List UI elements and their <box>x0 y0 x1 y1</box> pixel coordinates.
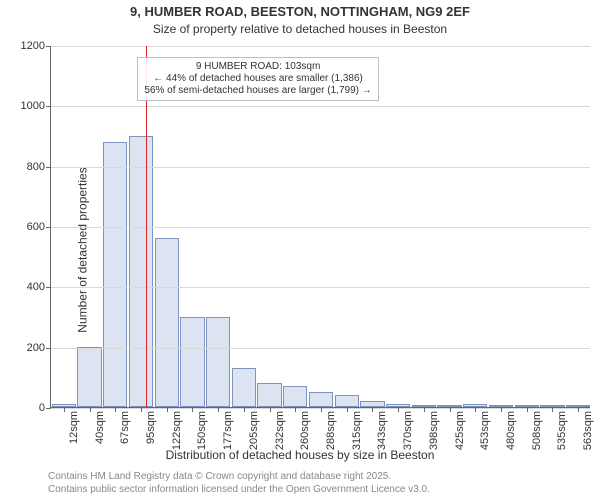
x-axis-label: Distribution of detached houses by size … <box>0 448 600 462</box>
histogram-bar <box>77 347 101 407</box>
footnote-line-1: Contains HM Land Registry data © Crown c… <box>48 471 430 484</box>
y-tick-mark <box>46 106 51 107</box>
x-tick-label: 232sqm <box>274 411 286 450</box>
x-tick-label: 370sqm <box>402 411 414 450</box>
x-tick-mark <box>372 407 373 412</box>
histogram-bar <box>155 238 179 407</box>
x-tick-mark <box>321 407 322 412</box>
x-tick-label: 67sqm <box>119 411 131 444</box>
y-tick-mark <box>46 408 51 409</box>
x-tick-mark <box>424 407 425 412</box>
plot-area: 9 HUMBER ROAD: 103sqm ← 44% of detached … <box>50 46 590 408</box>
x-tick-label: 398sqm <box>428 411 440 450</box>
grid-line <box>51 106 590 107</box>
annotation-title: 9 HUMBER ROAD: 103sqm <box>144 61 371 73</box>
y-tick-mark <box>46 227 51 228</box>
x-tick-mark <box>167 407 168 412</box>
histogram-bar <box>335 395 359 407</box>
x-tick-mark <box>475 407 476 412</box>
x-tick-label: 315sqm <box>351 411 363 450</box>
x-tick-mark <box>552 407 553 412</box>
grid-line <box>51 287 590 288</box>
x-tick-label: 453sqm <box>479 411 491 450</box>
chart-title: 9, HUMBER ROAD, BEESTON, NOTTINGHAM, NG9… <box>0 4 600 19</box>
x-tick-label: 288sqm <box>325 411 337 450</box>
annotation-smaller: ← 44% of detached houses are smaller (1,… <box>144 73 371 85</box>
histogram-bar <box>206 317 230 408</box>
y-tick-label: 0 <box>39 402 45 414</box>
y-tick-mark <box>46 167 51 168</box>
x-tick-mark <box>501 407 502 412</box>
histogram-bar <box>232 368 256 407</box>
y-tick-mark <box>46 46 51 47</box>
x-tick-label: 535sqm <box>556 411 568 450</box>
x-tick-mark <box>64 407 65 412</box>
x-tick-mark <box>527 407 528 412</box>
x-tick-mark <box>192 407 193 412</box>
x-tick-label: 260sqm <box>299 411 311 450</box>
histogram-bar <box>309 392 333 407</box>
grid-line <box>51 227 590 228</box>
x-tick-label: 508sqm <box>531 411 543 450</box>
x-tick-label: 150sqm <box>196 411 208 450</box>
histogram-bar <box>129 136 153 408</box>
y-tick-label: 1200 <box>21 40 45 52</box>
x-tick-label: 205sqm <box>248 411 260 450</box>
x-tick-label: 480sqm <box>505 411 517 450</box>
x-tick-mark <box>115 407 116 412</box>
x-tick-mark <box>244 407 245 412</box>
histogram-bar <box>283 386 307 407</box>
footnote: Contains HM Land Registry data © Crown c… <box>48 471 430 496</box>
grid-line <box>51 46 590 47</box>
y-tick-label: 800 <box>27 161 45 173</box>
x-tick-mark <box>218 407 219 412</box>
x-tick-mark <box>578 407 579 412</box>
y-tick-label: 600 <box>27 221 45 233</box>
chart-subtitle: Size of property relative to detached ho… <box>0 22 600 36</box>
x-tick-label: 563sqm <box>582 411 594 450</box>
y-tick-mark <box>46 287 51 288</box>
x-tick-label: 12sqm <box>68 411 80 444</box>
y-tick-label: 1000 <box>21 100 45 112</box>
annotation-larger: 56% of semi-detached houses are larger (… <box>144 85 371 97</box>
x-tick-label: 343sqm <box>376 411 388 450</box>
histogram-bar <box>257 383 281 407</box>
x-tick-label: 177sqm <box>222 411 234 450</box>
grid-line <box>51 348 590 349</box>
x-tick-mark <box>141 407 142 412</box>
x-tick-label: 40sqm <box>94 411 106 444</box>
grid-line <box>51 167 590 168</box>
chart-container: 9, HUMBER ROAD, BEESTON, NOTTINGHAM, NG9… <box>0 0 600 500</box>
x-tick-mark <box>347 407 348 412</box>
footnote-line-2: Contains public sector information licen… <box>48 484 430 497</box>
x-tick-mark <box>295 407 296 412</box>
x-tick-mark <box>90 407 91 412</box>
y-tick-label: 400 <box>27 281 45 293</box>
annotation-box: 9 HUMBER ROAD: 103sqm ← 44% of detached … <box>137 57 378 101</box>
x-tick-label: 122sqm <box>171 411 183 450</box>
x-tick-label: 425sqm <box>454 411 466 450</box>
histogram-bar <box>103 142 127 407</box>
histogram-bar <box>180 317 204 408</box>
y-tick-mark <box>46 348 51 349</box>
y-tick-label: 200 <box>27 342 45 354</box>
x-tick-label: 95sqm <box>145 411 157 444</box>
x-tick-mark <box>450 407 451 412</box>
x-tick-mark <box>270 407 271 412</box>
x-tick-mark <box>398 407 399 412</box>
